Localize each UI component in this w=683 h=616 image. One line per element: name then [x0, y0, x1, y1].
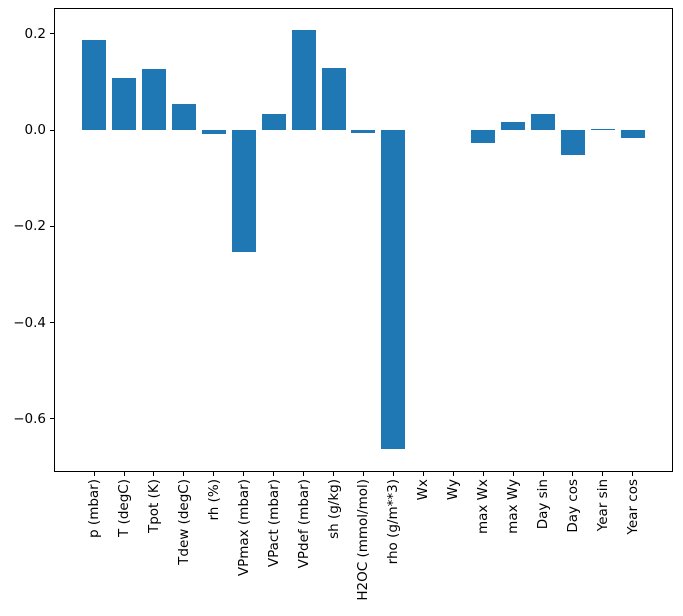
x-axis-tick [632, 472, 634, 476]
y-axis-tick-label: −0.4 [13, 314, 46, 331]
x-axis-tick [542, 472, 544, 476]
x-axis-tick-label: T (degC) [116, 479, 133, 537]
bar [201, 130, 226, 134]
bar [531, 114, 556, 130]
bar [261, 113, 286, 130]
x-axis-tick [572, 472, 574, 476]
bar [82, 39, 107, 130]
x-axis-tick [93, 472, 95, 476]
x-axis-tick-label: Wx [415, 479, 432, 501]
x-axis-tick [392, 472, 394, 476]
x-axis-tick-label: Year cos [624, 479, 641, 535]
y-axis-tick [50, 225, 54, 227]
x-axis-tick-label: Tpot (K) [145, 479, 162, 534]
x-axis-tick-label: Tdew (degC) [175, 479, 192, 565]
x-axis-tick-label: max Wx [475, 479, 492, 535]
x-axis-tick-label: sh (g/kg) [325, 479, 342, 539]
x-axis-tick [153, 472, 155, 476]
x-axis-tick-label: Day sin [535, 479, 552, 530]
x-axis-tick [123, 472, 125, 476]
x-axis-tick [333, 472, 335, 476]
y-axis-tick [50, 33, 54, 35]
bar [351, 130, 376, 133]
x-axis-tick [303, 472, 305, 476]
bar [231, 130, 256, 253]
bar [171, 103, 196, 130]
y-axis-tick-label: 0.0 [24, 122, 46, 138]
x-axis-tick-label: max Wy [505, 479, 522, 534]
bar [141, 69, 166, 130]
x-axis-tick [422, 472, 424, 476]
bar [560, 130, 585, 156]
bar [620, 130, 645, 139]
y-axis-tick-label: −0.6 [13, 410, 46, 427]
x-axis-tick-label: Wy [445, 479, 462, 501]
y-axis-tick [50, 418, 54, 420]
x-axis-tick [183, 472, 185, 476]
x-axis-tick-label: Day cos [564, 479, 581, 533]
y-axis-tick-label: −0.2 [13, 218, 46, 235]
bar [112, 77, 137, 130]
x-axis-tick [243, 472, 245, 476]
x-axis-tick-label: VPact (mbar) [265, 479, 282, 568]
y-axis-tick [50, 129, 54, 131]
x-axis-tick-label: Year sin [594, 479, 611, 532]
x-axis-tick-label: H2OC (mmol/mol) [355, 479, 372, 601]
bar [381, 130, 406, 449]
bar [321, 68, 346, 130]
x-axis-tick [452, 472, 454, 476]
bar [291, 30, 316, 130]
x-axis-tick [213, 472, 215, 476]
x-axis-tick-label: rho (g/m**3) [385, 479, 402, 565]
bar [471, 130, 496, 143]
y-axis-tick [50, 322, 54, 324]
x-axis-tick [482, 472, 484, 476]
x-axis-tick [602, 472, 604, 476]
y-axis-tick-label: 0.2 [24, 25, 46, 42]
x-axis-tick [273, 472, 275, 476]
x-axis-tick-label: rh (%) [205, 479, 222, 521]
x-axis-tick-label: VPmax (mbar) [235, 479, 252, 577]
x-axis-tick-label: p (mbar) [86, 479, 103, 538]
x-axis-tick [362, 472, 364, 476]
bar [590, 129, 615, 130]
x-axis-tick [512, 472, 514, 476]
x-axis-tick-label: VPdef (mbar) [295, 479, 312, 569]
bar [501, 121, 526, 130]
